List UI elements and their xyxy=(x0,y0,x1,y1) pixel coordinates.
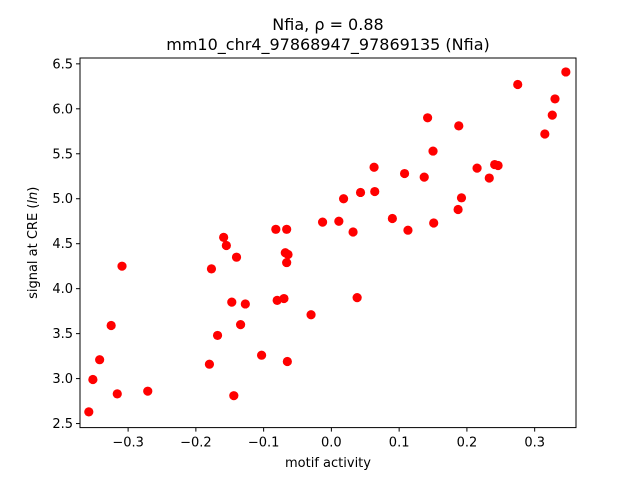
x-tick-label: 0.2 xyxy=(457,436,478,451)
data-point xyxy=(472,163,482,173)
y-tick-label: 5.5 xyxy=(52,147,73,162)
data-point xyxy=(283,249,293,260)
data-point xyxy=(352,293,362,303)
data-point xyxy=(221,240,231,251)
y-tick-label: 4.5 xyxy=(52,237,73,252)
data-point xyxy=(456,193,467,203)
data-point xyxy=(547,110,557,120)
data-point xyxy=(279,293,289,304)
y-tick-label: 6.0 xyxy=(52,102,73,117)
data-point xyxy=(227,297,237,307)
y-axis-label-text: signal at CRE (ln) xyxy=(26,187,41,299)
data-point xyxy=(271,224,281,234)
data-point xyxy=(204,359,215,369)
data-point xyxy=(399,168,410,179)
data-point xyxy=(235,320,246,330)
y-tick-label: 3.0 xyxy=(52,372,73,387)
data-point xyxy=(282,224,292,234)
data-point xyxy=(419,172,429,182)
data-point xyxy=(95,355,105,365)
y-tick-label: 5.0 xyxy=(52,192,73,207)
y-tick-label: 4.0 xyxy=(52,282,73,297)
chart-title-line1: Nfia, ρ = 0.88 xyxy=(272,15,383,34)
data-point xyxy=(338,194,349,204)
data-point xyxy=(348,227,358,237)
data-point xyxy=(112,389,122,399)
plot-frame xyxy=(79,57,577,429)
ticks-layer: −0.3 −0.2 −0.1 0.0 0.1 0.2 0.3 2.5 3.0 3.5 4.0 4.5 5… xyxy=(52,57,545,450)
data-point xyxy=(229,391,239,401)
x-tick-label: −0.3 xyxy=(112,436,144,451)
x-tick-label: −0.2 xyxy=(180,436,212,451)
data-point xyxy=(493,160,503,171)
data-point xyxy=(423,113,433,123)
x-tick-label: −0.1 xyxy=(248,436,280,451)
data-point xyxy=(355,187,366,198)
y-axis-label: signal at CRE (ln) xyxy=(26,187,41,299)
data-point xyxy=(143,386,153,396)
y-tick-label: 3.5 xyxy=(52,327,73,342)
data-point xyxy=(387,213,397,224)
data-point xyxy=(453,204,463,215)
data-point xyxy=(106,320,116,331)
data-point xyxy=(240,299,250,309)
data-point xyxy=(212,330,223,341)
x-tick-label: 0.3 xyxy=(524,436,545,451)
data-point xyxy=(484,173,494,183)
data-point xyxy=(540,129,550,139)
x-tick-label: 0.0 xyxy=(321,436,342,451)
data-point xyxy=(370,186,380,197)
data-point xyxy=(428,146,438,156)
data-point xyxy=(117,261,127,271)
plot-area xyxy=(80,58,576,428)
data-point xyxy=(429,218,439,228)
data-point xyxy=(454,121,464,131)
data-point xyxy=(219,232,229,243)
data-point xyxy=(334,216,344,226)
data-point xyxy=(206,264,217,274)
data-point xyxy=(317,217,328,227)
data-point xyxy=(231,252,242,262)
data-point xyxy=(561,67,571,77)
data-point xyxy=(403,225,413,235)
y-tick-label: 6.5 xyxy=(52,57,73,72)
data-point xyxy=(282,257,292,268)
data-point xyxy=(306,310,316,320)
y-tick-label: 2.5 xyxy=(52,417,73,432)
data-point xyxy=(282,356,292,367)
data-point xyxy=(88,374,98,385)
x-axis-label: motif activity xyxy=(285,456,371,471)
data-point xyxy=(513,79,523,90)
data-point xyxy=(550,94,560,104)
data-point xyxy=(369,162,379,172)
chart-title-line2: mm10_chr4_97868947_97869135 (Nfia) xyxy=(166,35,490,55)
data-point xyxy=(84,407,94,417)
data-point xyxy=(256,350,267,360)
points-layer xyxy=(84,67,571,417)
x-tick-label: 0.1 xyxy=(389,436,410,451)
